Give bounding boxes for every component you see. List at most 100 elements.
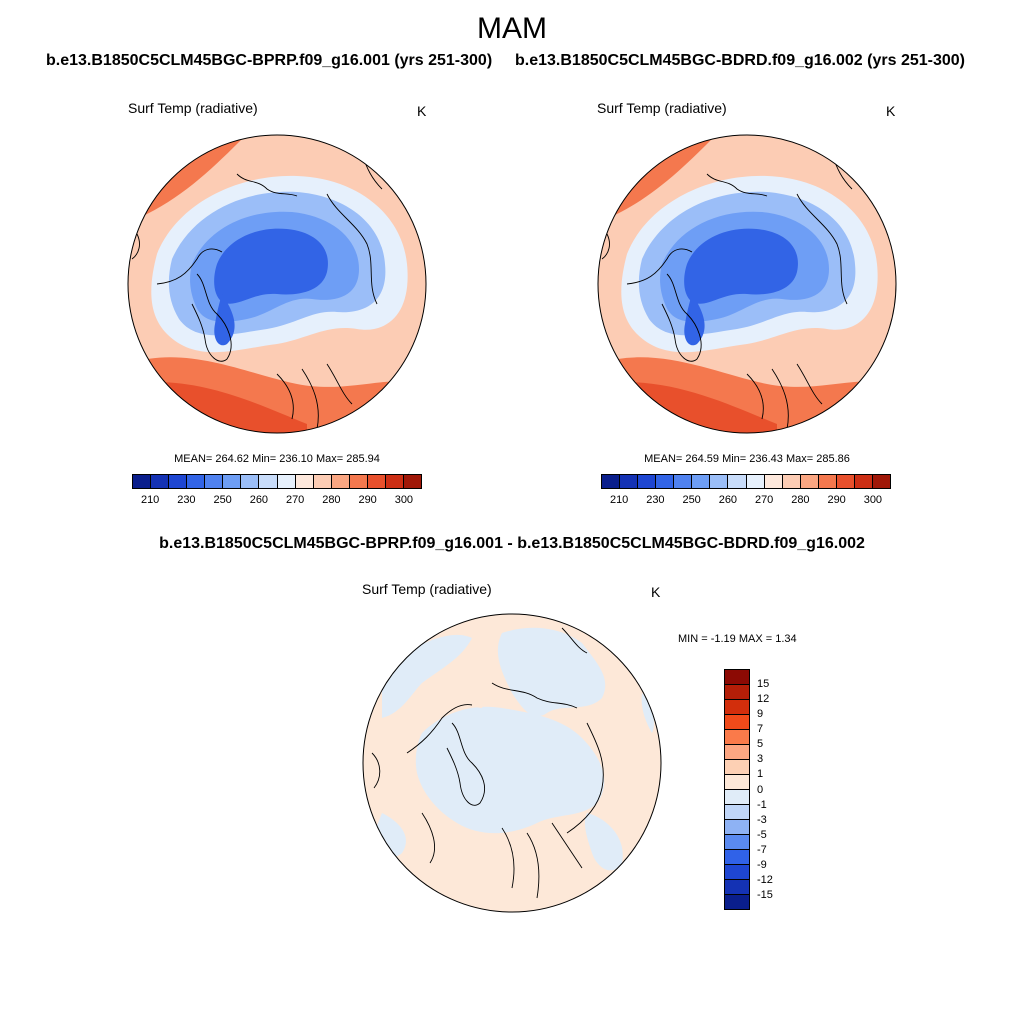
colorbar-tick-label: 12 — [757, 693, 770, 706]
colorbar-swatch — [725, 835, 749, 850]
colorbar-tick-label: 260 — [718, 494, 738, 506]
stats-left: MEAN= 264.62 Min= 236.10 Max= 285.94 — [174, 453, 380, 465]
colorbar-tick-label: 300 — [394, 494, 414, 506]
greenland-core — [214, 294, 235, 346]
colorbar-tick-label: 250 — [682, 494, 701, 506]
polar-map-left — [127, 134, 427, 434]
colorbar-tick-label: -12 — [757, 873, 773, 886]
colorbar-swatch — [836, 475, 855, 488]
colorbar-left — [132, 474, 422, 489]
run-title-right: b.e13.B1850C5CLM45BGC-BDRD.f09_g16.002 (… — [515, 52, 965, 69]
panel-left-units: K — [417, 103, 427, 119]
colorbar-tick-label: 260 — [249, 494, 269, 506]
colorbar-swatch — [295, 475, 314, 488]
colorbar-tick-label: 270 — [754, 494, 774, 506]
map-outline-left — [127, 134, 427, 434]
colorbar-swatch — [725, 820, 749, 835]
colorbar-swatch — [620, 475, 639, 488]
colorbar-swatch — [385, 475, 404, 488]
colorbar-swatch — [223, 475, 242, 488]
colorbar-swatch — [725, 790, 749, 805]
map-outline-right — [597, 134, 897, 434]
colorbar-diff-labels: 15 12 9 7 5 3 1 0 -1 -3 -5 -7 -9 -12 -15 — [757, 669, 797, 910]
colorbar-tick-label: 230 — [177, 494, 196, 506]
colorbar-swatch — [725, 670, 749, 685]
colorbar-swatch — [205, 475, 224, 488]
map-outline-diff — [362, 613, 662, 913]
colorbar-tick-label: 3 — [757, 753, 764, 766]
colorbar-swatch — [725, 700, 749, 715]
colorbar-tick-label: 7 — [757, 723, 764, 736]
colorbar-swatch — [725, 715, 749, 730]
colorbar-swatch — [725, 805, 749, 820]
colorbar-right-labels: 210 230 250 260 270 280 290 300 — [601, 494, 891, 508]
colorbar-tick-label: 9 — [757, 708, 764, 721]
colorbar-tick-label: 15 — [757, 678, 770, 691]
polar-map-diff — [362, 613, 662, 913]
colorbar-swatch — [725, 685, 749, 700]
colorbar-tick-label: 210 — [140, 494, 160, 506]
panel-diff-units: K — [651, 584, 661, 600]
colorbar-tick-label: -3 — [757, 813, 767, 826]
colorbar-swatch — [710, 475, 729, 488]
colorbar-swatch — [746, 475, 765, 488]
colorbar-swatch — [403, 475, 421, 488]
colorbar-tick-label: 5 — [757, 738, 764, 751]
colorbar-tick-label: 210 — [609, 494, 629, 506]
colorbar-tick-label: -9 — [757, 858, 767, 871]
colorbar-swatch — [854, 475, 873, 488]
colorbar-swatch — [728, 475, 747, 488]
colorbar-tick-label: -15 — [757, 888, 773, 901]
colorbar-swatch — [725, 895, 749, 909]
panel-left-variable: Surf Temp (radiative) — [128, 100, 258, 116]
colorbar-swatch — [656, 475, 675, 488]
colorbar-swatch — [151, 475, 170, 488]
colorbar-swatch — [725, 730, 749, 745]
polar-map-right — [597, 134, 897, 434]
colorbar-tick-label: 290 — [827, 494, 846, 506]
colorbar-swatch — [277, 475, 296, 488]
colorbar-swatch — [725, 865, 749, 880]
colorbar-right — [601, 474, 891, 489]
colorbar-swatch — [169, 475, 188, 488]
colorbar-swatch — [692, 475, 711, 488]
colorbar-swatch — [133, 475, 152, 488]
colorbar-swatch — [725, 760, 749, 775]
diff-title: b.e13.B1850C5CLM45BGC-BPRP.f09_g16.001 -… — [159, 535, 865, 552]
stats-diff: MIN = -1.19 MAX = 1.34 — [678, 633, 797, 645]
colorbar-tick-label: -7 — [757, 843, 767, 856]
colorbar-tick-label: 280 — [322, 494, 341, 506]
colorbar-tick-label: 1 — [757, 768, 764, 781]
colorbar-swatch — [674, 475, 693, 488]
colorbar-swatch — [367, 475, 386, 488]
colorbar-diff — [724, 669, 750, 910]
colorbar-tick-label: 280 — [791, 494, 810, 506]
panel-right-variable: Surf Temp (radiative) — [597, 100, 727, 116]
colorbar-tick-label: -1 — [757, 798, 767, 811]
colorbar-tick-label: 0 — [757, 783, 764, 796]
colorbar-swatch — [349, 475, 368, 488]
colorbar-swatch — [241, 475, 260, 488]
colorbar-swatch — [800, 475, 819, 488]
colorbar-swatch — [872, 475, 890, 488]
colorbar-swatch — [782, 475, 801, 488]
colorbar-swatch — [313, 475, 332, 488]
colorbar-swatch — [764, 475, 783, 488]
colorbar-tick-label: 290 — [358, 494, 377, 506]
panel-right-units: K — [886, 103, 896, 119]
colorbar-swatch — [818, 475, 837, 488]
colorbar-left-labels: 210 230 250 260 270 280 290 300 — [132, 494, 422, 508]
colorbar-swatch — [725, 745, 749, 760]
colorbar-swatch — [725, 775, 749, 790]
colorbar-swatch — [187, 475, 206, 488]
season-title: MAM — [477, 12, 547, 45]
coastlines — [131, 153, 383, 430]
colorbar-tick-label: 270 — [285, 494, 305, 506]
colorbar-tick-label: 300 — [863, 494, 883, 506]
panel-diff-variable: Surf Temp (radiative) — [362, 581, 492, 597]
run-title-left: b.e13.B1850C5CLM45BGC-BPRP.f09_g16.001 (… — [46, 52, 493, 69]
colorbar-tick-label: 250 — [213, 494, 232, 506]
colorbar-swatch — [331, 475, 350, 488]
coldest-core — [214, 228, 328, 304]
colorbar-tick-label: -5 — [757, 828, 767, 841]
